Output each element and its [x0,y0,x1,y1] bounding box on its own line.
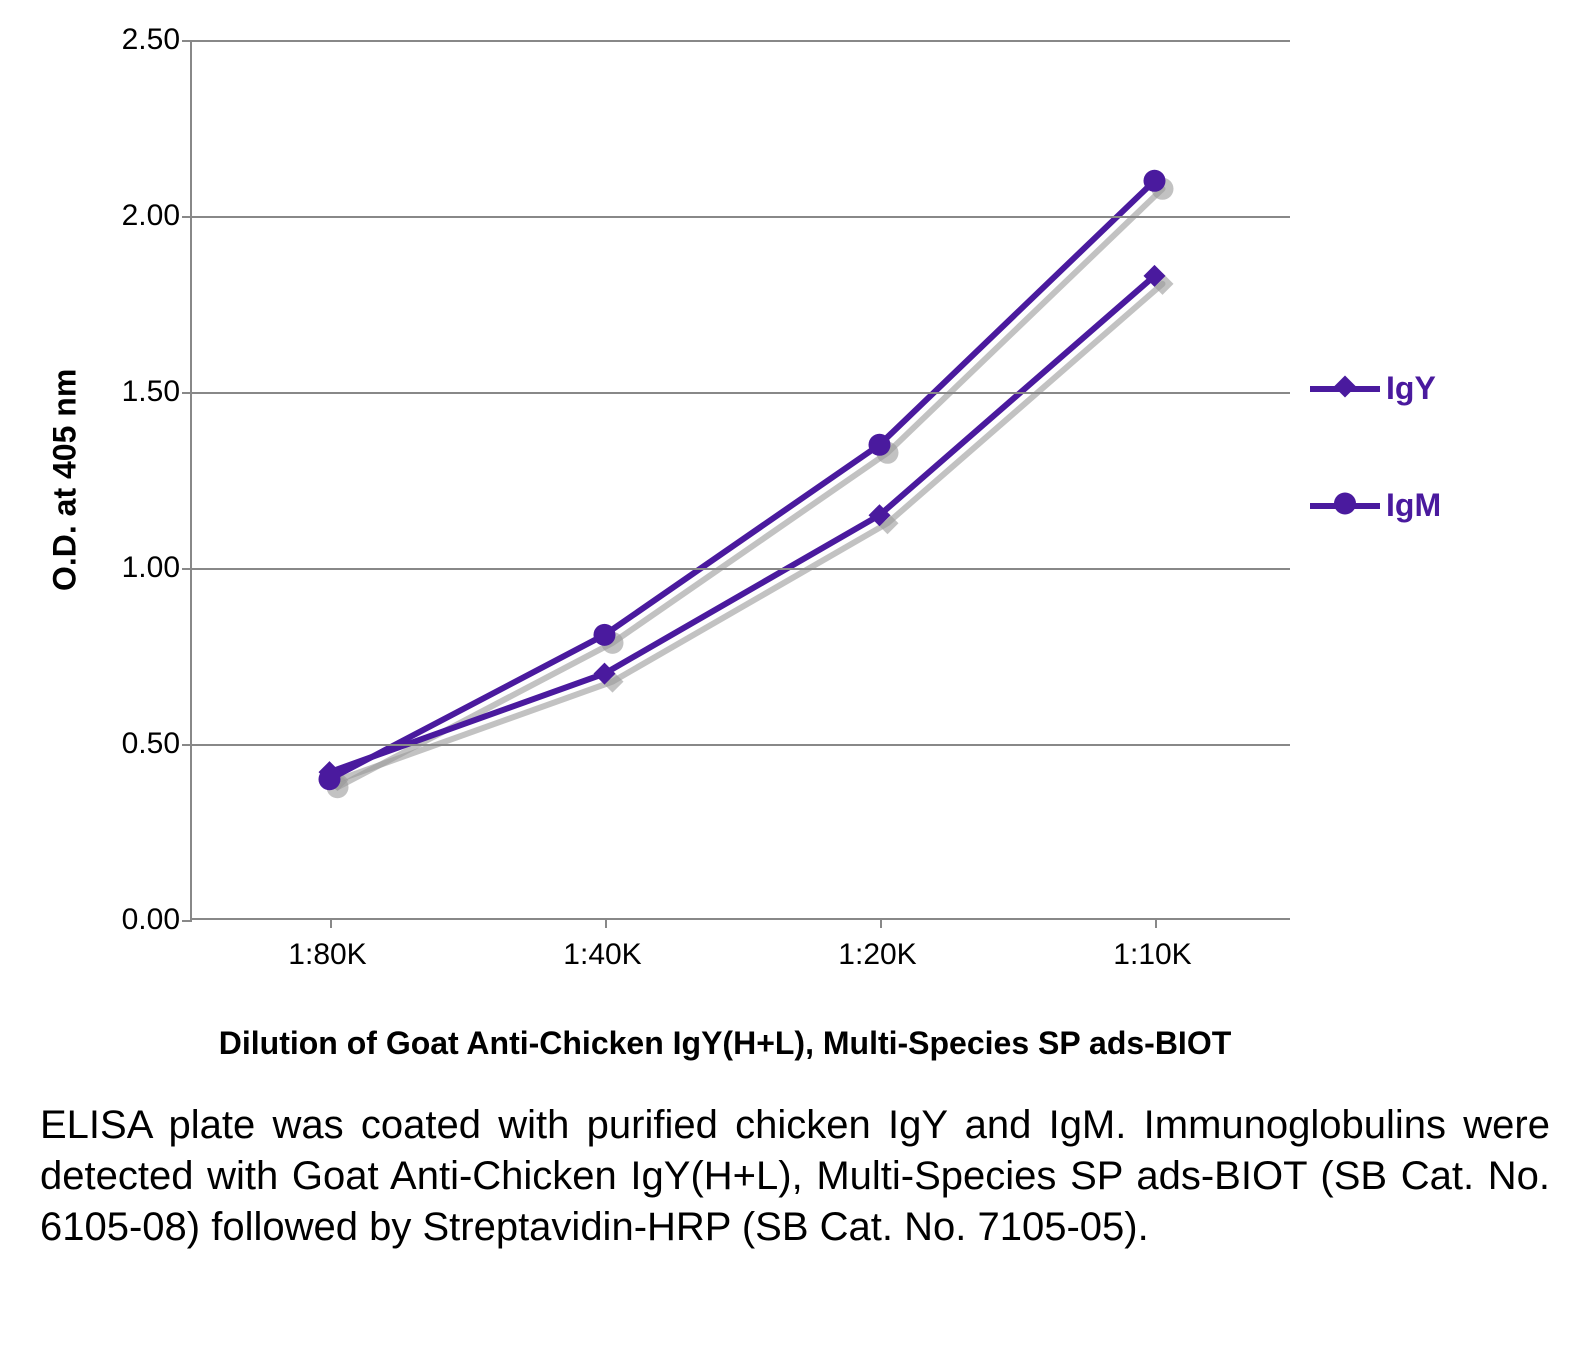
y-tick-mark [182,40,192,42]
legend: IgY IgM [1310,370,1520,604]
series-marker [1144,170,1166,192]
series-marker [319,768,341,790]
series-marker [594,624,616,646]
y-tick-label: 0.00 [122,903,180,937]
gridline [192,392,1290,394]
legend-swatch [1310,491,1380,521]
legend-label: IgM [1386,487,1441,524]
y-tick-mark [182,568,192,570]
figure-container: O.D. at 405 nm 0.000.501.001.502.002.50 … [0,0,1590,1365]
y-tick-label: 2.00 [122,199,180,233]
caption-text: ELISA plate was coated with purified chi… [40,1100,1550,1254]
y-axis-ticks: 0.000.501.001.502.002.50 [100,40,190,920]
x-axis-ticks: 1:80K 1:40K 1:20K 1:10K [190,920,1290,980]
y-tick-mark [182,744,192,746]
legend-item: IgY [1310,370,1520,407]
gridline [192,744,1290,746]
legend-label: IgY [1386,370,1436,407]
x-tick-label: 1:10K [1113,938,1191,972]
x-tick-label: 1:40K [563,938,641,972]
y-tick-mark [182,216,192,218]
y-axis-label: O.D. at 405 nm [40,40,90,920]
series-marker [869,434,891,456]
legend-marker-icon [1334,492,1356,519]
y-tick-label: 1.00 [122,551,180,585]
gridline [192,216,1290,218]
series-line [338,189,1163,787]
y-tick-mark [182,392,192,394]
legend-marker-icon [1334,375,1356,402]
x-axis-label: Dilution of Goat Anti-Chicken IgY(H+L), … [100,1025,1350,1062]
x-tick-label: 1:20K [838,938,916,972]
legend-swatch [1310,374,1380,404]
gridline [192,568,1290,570]
plot-wrap [190,40,1290,920]
plot-svg [192,40,1292,920]
chart-row: O.D. at 405 nm 0.000.501.001.502.002.50 … [40,40,1550,920]
gridline [192,40,1290,42]
x-tick-label: 1:80K [288,938,366,972]
series-line [330,181,1155,779]
y-tick-label: 0.50 [122,727,180,761]
y-tick-label: 2.50 [122,23,180,57]
series-line [330,276,1155,772]
y-tick-label: 1.50 [122,375,180,409]
plot-area [190,40,1290,920]
legend-item: IgM [1310,487,1520,524]
